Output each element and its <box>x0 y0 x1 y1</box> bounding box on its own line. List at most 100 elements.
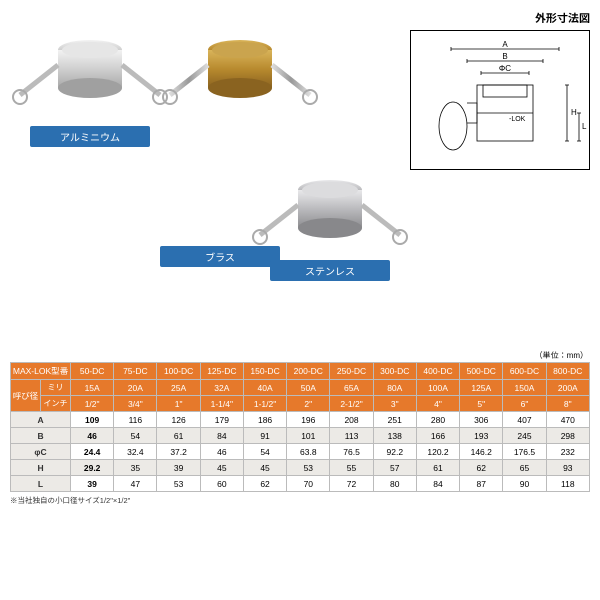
header-size: 呼び径 <box>11 380 41 412</box>
cell: 109 <box>71 412 114 428</box>
unit-note: （単位：mm） <box>535 350 588 361</box>
cell: 61 <box>416 460 459 476</box>
cell: 251 <box>373 412 416 428</box>
col-model: 50-DC <box>71 363 114 380</box>
cell: 280 <box>416 412 459 428</box>
cell: 53 <box>287 460 330 476</box>
col-model: 75-DC <box>114 363 157 380</box>
cell: 37.2 <box>157 444 200 460</box>
diagram-frame: A B ΦC H L -LOK <box>410 30 590 170</box>
cell: 39 <box>71 476 114 492</box>
spec-tbody: A109116126179186196208251280306407470B46… <box>11 412 590 492</box>
cell: 80 <box>373 476 416 492</box>
col-model: 600-DC <box>503 363 546 380</box>
dim-L: L <box>582 122 587 131</box>
col-mm: 32A <box>200 380 243 396</box>
cell: 146.2 <box>460 444 503 460</box>
cell: 65 <box>503 460 546 476</box>
row-key: B <box>11 428 71 444</box>
spec-table-container: MAX-LOK型番 50-DC75-DC100-DC125-DC150-DC20… <box>10 362 590 506</box>
cell: 470 <box>546 412 589 428</box>
material-label-aluminum: アルミニウム <box>30 126 150 147</box>
dimension-diagram: 外形寸法図 A B ΦC H <box>410 10 590 170</box>
header-row-model: MAX-LOK型番 50-DC75-DC100-DC125-DC150-DC20… <box>11 363 590 380</box>
col-inch: 2" <box>287 396 330 412</box>
product-brass <box>160 10 320 120</box>
col-model: 100-DC <box>157 363 200 380</box>
cell: 53 <box>157 476 200 492</box>
col-model: 300-DC <box>373 363 416 380</box>
col-mm: 80A <box>373 380 416 396</box>
col-mm: 50A <box>287 380 330 396</box>
cell: 93 <box>546 460 589 476</box>
cell: 87 <box>460 476 503 492</box>
cell: 90 <box>503 476 546 492</box>
cell: 298 <box>546 428 589 444</box>
cell: 70 <box>287 476 330 492</box>
cell: 55 <box>330 460 373 476</box>
cell: 186 <box>243 412 286 428</box>
product-stainless: ステンレス <box>250 150 410 287</box>
row-key: φC <box>11 444 71 460</box>
col-inch: 1-1/2" <box>243 396 286 412</box>
col-model: 200-DC <box>287 363 330 380</box>
cell: 92.2 <box>373 444 416 460</box>
header-inch: インチ <box>41 396 71 412</box>
col-inch: 1-1/4" <box>200 396 243 412</box>
col-mm: 40A <box>243 380 286 396</box>
col-model: 500-DC <box>460 363 503 380</box>
cell: 39 <box>157 460 200 476</box>
header-row-inch: インチ 1/2"3/4"1"1-1/4"1-1/2"2"2-1/2"3"4"5"… <box>11 396 590 412</box>
header-mm: ミリ <box>41 380 71 396</box>
col-mm: 100A <box>416 380 459 396</box>
material-label-stainless: ステンレス <box>270 260 390 281</box>
col-mm: 150A <box>503 380 546 396</box>
col-model: 125-DC <box>200 363 243 380</box>
table-row: L3947536062707280848790118 <box>11 476 590 492</box>
cell: 62 <box>243 476 286 492</box>
table-row: A109116126179186196208251280306407470 <box>11 412 590 428</box>
col-inch: 5" <box>460 396 503 412</box>
cell: 407 <box>503 412 546 428</box>
col-inch: 1" <box>157 396 200 412</box>
cell: 101 <box>287 428 330 444</box>
diagram-lok: -LOK <box>509 116 526 123</box>
cell: 179 <box>200 412 243 428</box>
col-mm: 15A <box>71 380 114 396</box>
dim-B: B <box>502 52 507 61</box>
col-mm: 125A <box>460 380 503 396</box>
dim-H: H <box>571 108 577 117</box>
spec-table: MAX-LOK型番 50-DC75-DC100-DC125-DC150-DC20… <box>10 362 590 492</box>
cell: 306 <box>460 412 503 428</box>
col-mm: 25A <box>157 380 200 396</box>
table-row: B4654618491101113138166193245298 <box>11 428 590 444</box>
col-model: 800-DC <box>546 363 589 380</box>
cell: 54 <box>114 428 157 444</box>
cell: 138 <box>373 428 416 444</box>
cell: 45 <box>243 460 286 476</box>
cell: 126 <box>157 412 200 428</box>
footnote: ※当社独自の小口径サイズ1/2"×1/2" <box>10 495 590 506</box>
cell: 47 <box>114 476 157 492</box>
cell: 60 <box>200 476 243 492</box>
col-inch: 8" <box>546 396 589 412</box>
cell: 45 <box>200 460 243 476</box>
cell: 116 <box>114 412 157 428</box>
header-row-mm: 呼び径 ミリ 15A20A25A32A40A50A65A80A100A125A1… <box>11 380 590 396</box>
table-row: H29.23539454553555761626593 <box>11 460 590 476</box>
cell: 84 <box>200 428 243 444</box>
cell: 176.5 <box>503 444 546 460</box>
cell: 208 <box>330 412 373 428</box>
cell: 46 <box>71 428 114 444</box>
product-gallery: アルミニウム ブラス ステンレス <box>10 10 410 330</box>
cell: 76.5 <box>330 444 373 460</box>
cell: 32.4 <box>114 444 157 460</box>
cell: 61 <box>157 428 200 444</box>
cell: 193 <box>460 428 503 444</box>
col-mm: 200A <box>546 380 589 396</box>
cell: 113 <box>330 428 373 444</box>
col-inch: 3" <box>373 396 416 412</box>
cell: 232 <box>546 444 589 460</box>
col-model: 400-DC <box>416 363 459 380</box>
row-key: L <box>11 476 71 492</box>
